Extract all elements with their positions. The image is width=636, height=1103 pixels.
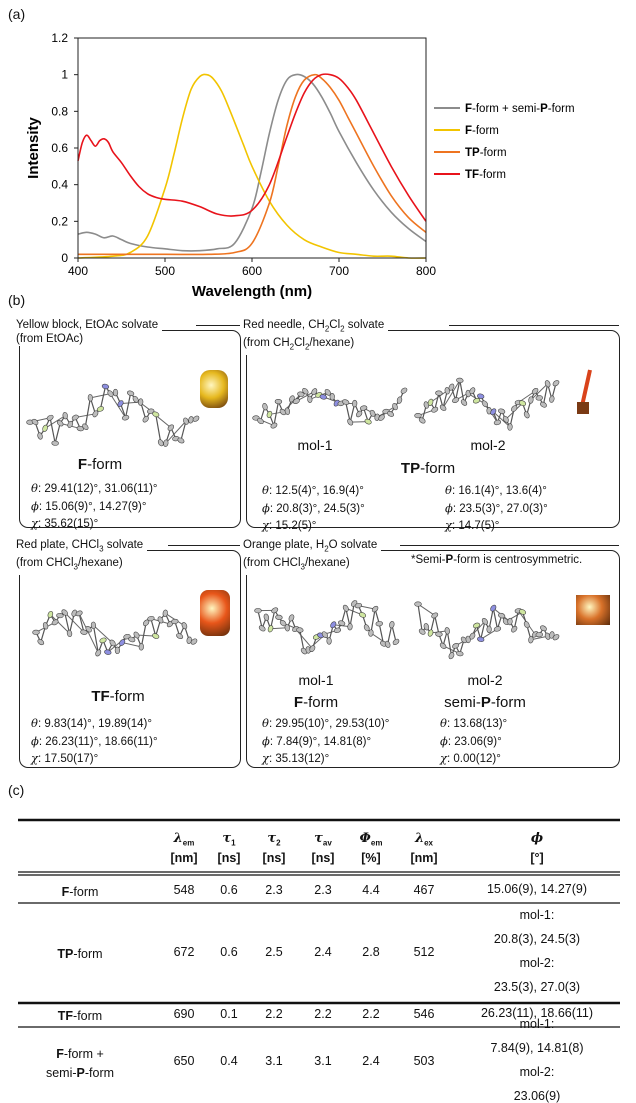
table-cell-phi: 15.06(9), 14.27(9) — [447, 882, 627, 896]
table-header-unit: [°] — [447, 851, 627, 865]
table-cell-phi: 7.84(9), 14.81(8) — [447, 1041, 627, 1055]
table-cell-phi: 23.06(9) — [447, 1089, 627, 1103]
table-cell-phi: 23.5(3), 27.0(3) — [447, 980, 627, 994]
table-header-symbol: ϕ — [447, 830, 627, 846]
table-cell-phi: mol-2: — [447, 1065, 627, 1079]
table-cell-phi: mol-1: — [447, 908, 627, 922]
table-cell-phi: 20.8(3), 24.5(3) — [447, 932, 627, 946]
table-cell-phi: mol-1: — [447, 1017, 627, 1031]
table-cell-phi: mol-2: — [447, 956, 627, 970]
